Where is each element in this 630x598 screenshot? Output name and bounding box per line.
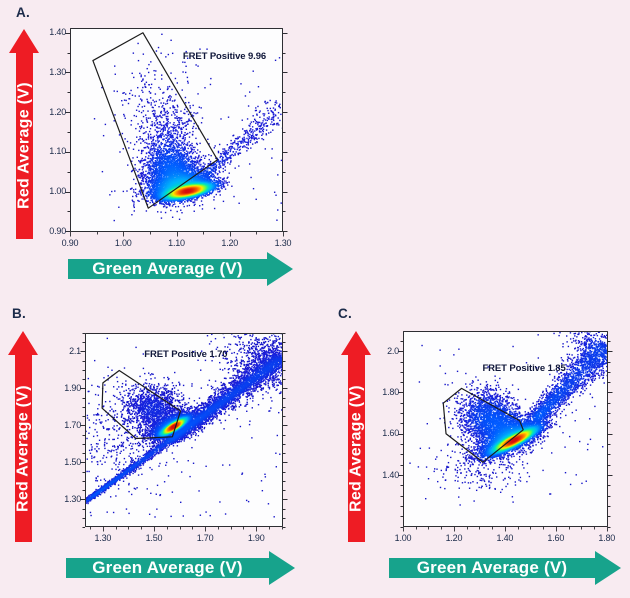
x-tick-label: 1.80 [598,533,616,543]
y-tick-label: 2.0 [387,345,399,356]
density-scatter-canvas [73,321,295,539]
arrow-right-icon [267,252,293,286]
arrow-up-icon [341,331,371,355]
y-axis-title: Red Average (V) [347,385,364,512]
y-axis-arrow: Red Average (V) [9,29,39,239]
x-tick-label: 1.60 [547,533,565,543]
gate-label: FRET Positive 1.85 [482,363,566,375]
y-tick-label: 1.30 [49,66,66,77]
panel-label: C. [338,306,352,321]
arrow-up-icon [8,331,38,355]
x-axis-arrow: Green Average (V) [389,551,621,585]
x-tick-label: 0.90 [61,238,79,248]
x-tick-label: 1.20 [221,238,239,248]
gate-label: FRET Positive 1.70 [144,348,228,360]
y-tick-label: 1.30 [64,493,81,504]
x-tick-label: 1.30 [274,238,292,248]
panel-label: B. [12,306,26,321]
y-axis-title: Red Average (V) [14,385,31,512]
y-tick-label: 2.1 [69,345,81,356]
x-axis-title: Green Average (V) [416,558,568,577]
arrow-up-icon [9,29,39,53]
x-tick-label: 1.10 [168,238,185,248]
y-axis-arrow: Red Average (V) [341,331,371,542]
density-scatter-canvas [391,319,620,539]
y-axis-arrow: Red Average (V) [8,331,38,542]
y-tick-label: 1.70 [64,419,81,430]
y-tick-label: 1.40 [382,469,399,480]
y-tick-label: 1.60 [382,428,399,439]
panel-label: A. [16,5,30,20]
y-tick-label: 1.50 [64,456,81,467]
x-tick-label: 1.30 [94,533,112,543]
x-tick-label: 1.70 [196,533,214,543]
y-tick-label: 0.90 [49,225,66,236]
density-scatter-canvas [58,16,295,244]
x-axis-arrow: Green Average (V) [66,551,295,585]
x-tick-label: 1.00 [394,533,412,543]
arrow-right-icon [269,551,295,585]
gate-label: FRET Positive 9.96 [182,51,267,63]
y-tick-label: 1.80 [382,386,399,397]
x-tick-label: 1.40 [496,533,514,543]
x-axis-arrow: Green Average (V) [68,252,293,286]
y-tick-label: 1.00 [49,186,66,197]
x-tick-label: 1.00 [114,238,132,248]
arrow-right-icon [595,551,621,585]
scatter-plot: FRET Positive 1.70 1.30 1.50 1.70 1.90 2.1 1.… [64,321,295,543]
x-tick-label: 1.50 [145,533,163,543]
y-axis-title: Red Average (V) [15,82,32,210]
x-tick-label: 1.90 [247,533,265,543]
scatter-plot: FRET Positive 1.85 1.40 1.60 1.80 2.0 1.00 1.… [382,319,620,543]
y-tick-label: 1.20 [49,106,66,117]
x-axis-title: Green Average (V) [92,558,243,577]
x-tick-label: 1.20 [445,533,463,543]
scatter-plot: FRET Positive 9.96 0.90 1.00 1.10 1.20 1.30 1… [49,16,295,248]
y-tick-label: 1.90 [64,382,81,393]
x-axis-title: Green Average (V) [92,259,243,278]
y-tick-label: 1.10 [49,146,66,157]
y-tick-label: 1.40 [49,27,66,38]
